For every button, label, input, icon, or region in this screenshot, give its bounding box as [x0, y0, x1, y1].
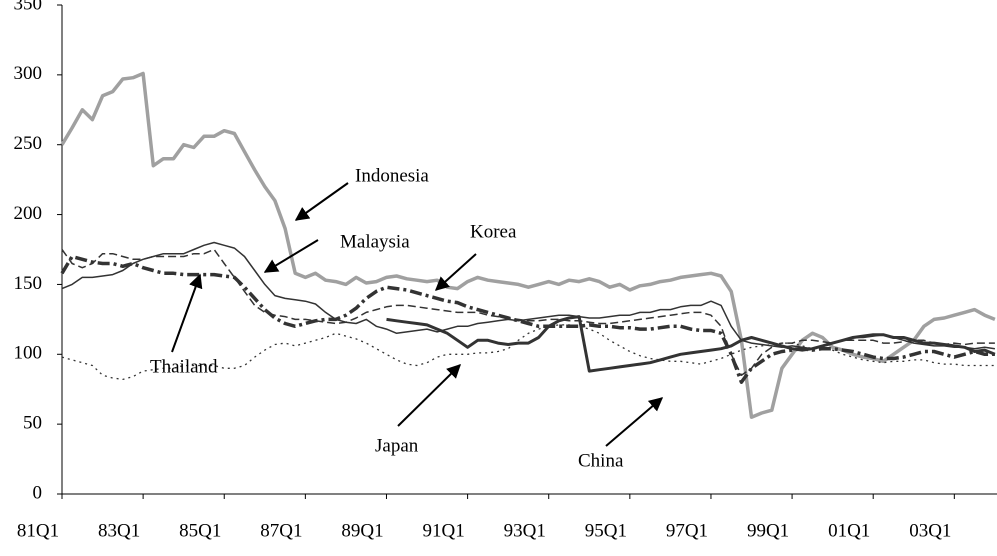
- annotation-arrow: [605, 397, 664, 447]
- x-tick-label: 81Q1: [17, 520, 59, 541]
- series-label: Malaysia: [340, 231, 410, 252]
- annotation-arrow: [171, 273, 203, 353]
- y-tick-label: 150: [14, 273, 43, 294]
- x-tick-label: 85Q1: [179, 520, 221, 541]
- series-label: China: [578, 450, 624, 471]
- annotation-arrow: [434, 253, 477, 291]
- y-tick-label: 300: [14, 63, 43, 84]
- series-label: Thailand: [150, 356, 218, 377]
- x-tick-label: 95Q1: [585, 520, 627, 541]
- x-tick-label: 03Q1: [909, 520, 951, 541]
- line-series: [386, 315, 996, 373]
- annotation-arrow: [397, 364, 461, 427]
- x-tick-label: 87Q1: [260, 520, 302, 541]
- line-series: [61, 324, 995, 381]
- series-label: Indonesia: [355, 165, 429, 186]
- x-tick-label: 01Q1: [828, 520, 870, 541]
- series-label: Japan: [375, 435, 419, 456]
- annotation-arrow: [263, 239, 319, 273]
- y-tick-label: 350: [14, 0, 43, 14]
- y-tick-label: 100: [14, 343, 43, 364]
- x-tick-label: 97Q1: [666, 520, 708, 541]
- line-series: [60, 71, 996, 419]
- x-tick-label: 93Q1: [504, 520, 546, 541]
- x-tick-label: 83Q1: [98, 520, 140, 541]
- y-tick-label: 200: [14, 203, 43, 224]
- y-tick-label: 250: [14, 133, 43, 154]
- y-tick-label: 0: [33, 482, 43, 503]
- y-tick-label: 50: [23, 413, 42, 434]
- x-tick-label: 89Q1: [341, 520, 383, 541]
- x-tick-label: 91Q1: [422, 520, 464, 541]
- x-tick-label: 99Q1: [747, 520, 789, 541]
- series-label: Korea: [470, 221, 517, 242]
- line-series: [60, 254, 995, 384]
- annotation-arrow: [294, 182, 349, 221]
